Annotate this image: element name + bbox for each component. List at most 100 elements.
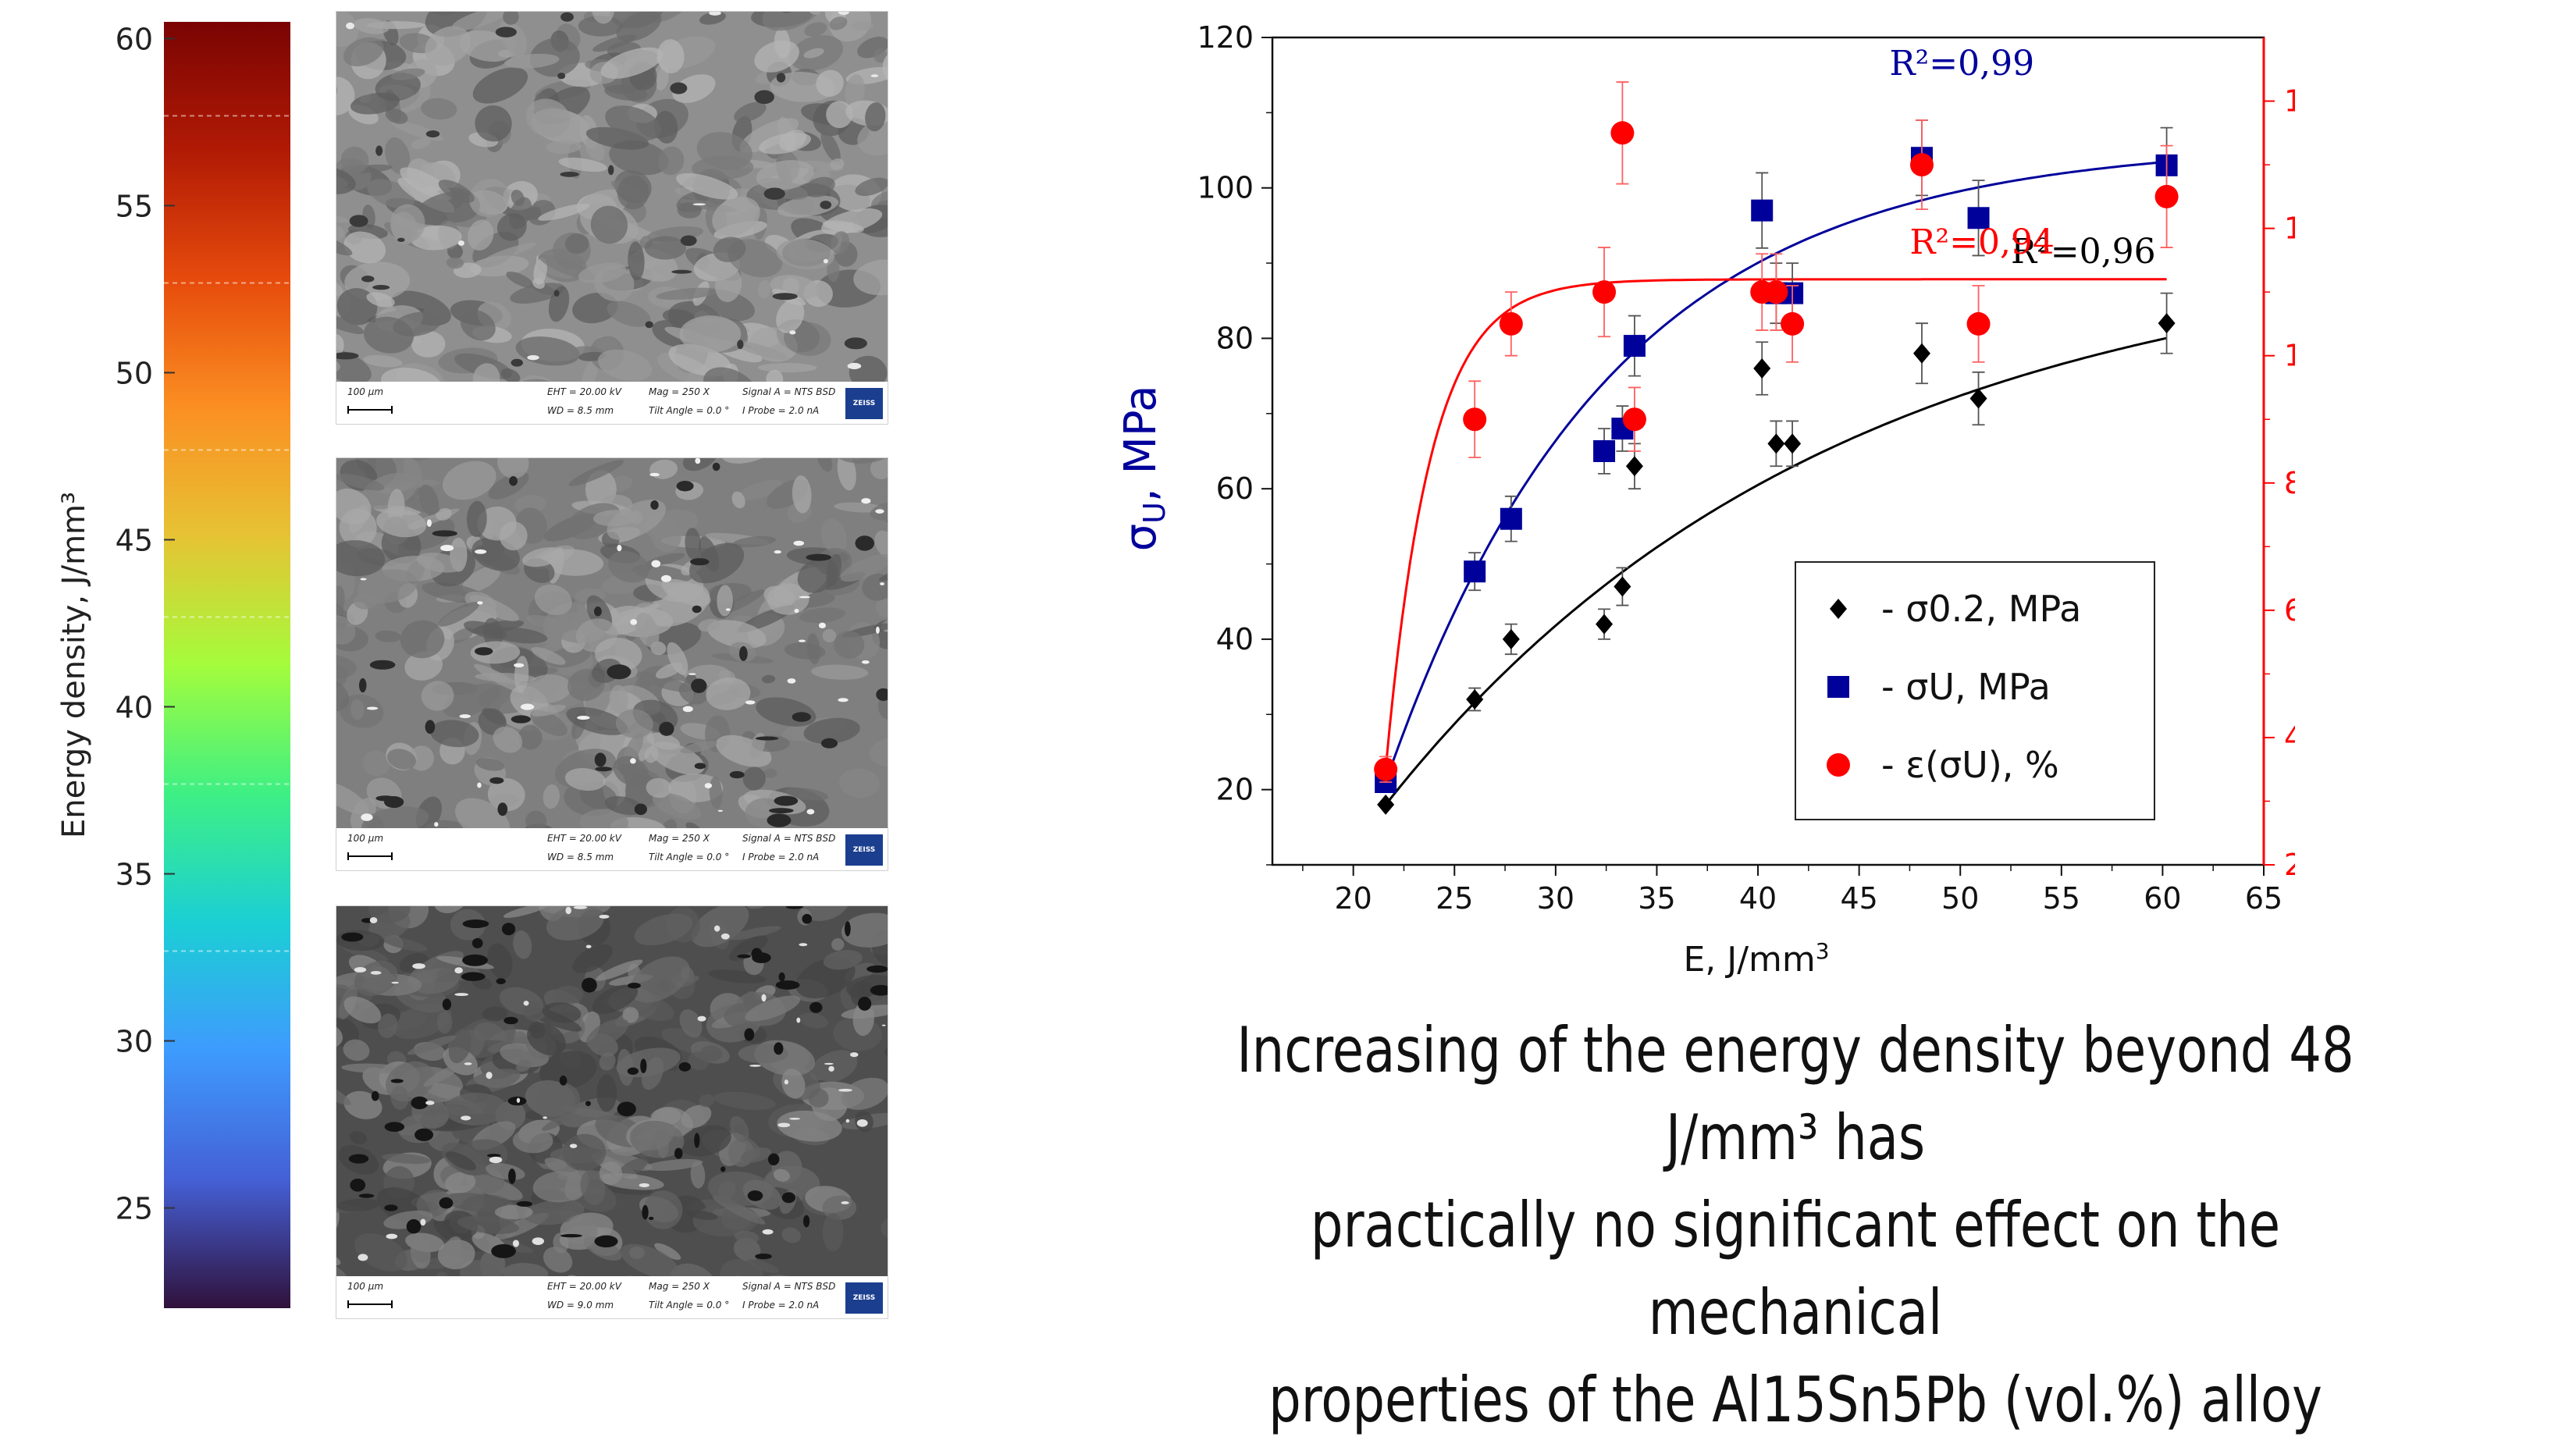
y-axis-label-left: σU, MPa: [1115, 386, 1172, 552]
sem-bright-phase: [425, 1101, 435, 1104]
sem-pore: [517, 1201, 532, 1207]
sem-pore: [674, 1148, 682, 1159]
data-point-epsilon: [1781, 312, 1804, 336]
sem-bright-phase: [763, 1229, 774, 1235]
sem-pore: [720, 1166, 725, 1172]
y-left-tick-label: 100: [1197, 171, 1254, 205]
sem-pore: [730, 771, 745, 778]
x-tick-label: 30: [1537, 881, 1574, 916]
data-point-sigmaU: [1624, 335, 1646, 357]
sem-pore: [767, 813, 791, 827]
data-point-epsilon: [1967, 312, 1991, 336]
sem-pore: [777, 73, 785, 82]
r-squared-label: R²=0,99: [1890, 44, 2035, 84]
sem-pore: [774, 1042, 783, 1055]
sem-pore: [491, 1244, 516, 1258]
sem-pore: [502, 923, 515, 935]
eht-value: EHT = 20.00 kV: [547, 833, 621, 844]
sem-micrograph-3: 100 µm EHT = 20.00 kV WD = 9.0 mm Mag = …: [336, 905, 888, 1319]
y-left-tick-label: 60: [1216, 471, 1254, 506]
sem-pore: [773, 293, 798, 300]
sem-bright-phase: [698, 1016, 706, 1022]
x-tick-label: 55: [2043, 881, 2080, 916]
sem-bright-phase: [599, 915, 609, 919]
sem-grain: [495, 1205, 533, 1219]
sem-pore: [497, 802, 507, 816]
sem-pore: [496, 27, 517, 37]
x-tick-label: 40: [1739, 881, 1777, 916]
sem-pore: [608, 165, 614, 176]
sem-bright-phase: [514, 663, 524, 667]
sem-pore: [635, 804, 647, 816]
sem-bright-phase: [367, 706, 378, 710]
sem-bright-phase: [721, 934, 730, 940]
sem-bright-phase: [630, 758, 636, 763]
x-tick-label: 45: [1840, 881, 1877, 916]
sem-info-bar: 100 µm EHT = 20.00 kV WD = 8.5 mm Mag = …: [336, 382, 888, 424]
sem-pore: [385, 1122, 404, 1132]
data-point-sigma02: [1626, 456, 1643, 476]
sem-pore: [384, 1204, 397, 1211]
x-tick-label: 60: [2144, 881, 2181, 916]
sem-pore: [582, 978, 597, 993]
sem-pore: [692, 606, 702, 614]
data-point-epsilon: [1623, 407, 1646, 431]
sem-bright-phase: [346, 23, 354, 30]
sem-bright-phase: [692, 203, 706, 205]
sem-pore: [695, 763, 706, 769]
sem-bright-phase: [651, 560, 660, 567]
sem-bright-phase: [649, 473, 659, 476]
colorbar-tick-label: 25: [116, 1192, 153, 1226]
sem-pore: [361, 276, 375, 282]
legend-marker: [1827, 753, 1850, 777]
sem-pore: [463, 919, 489, 928]
scale-bar-label: 100 µm: [347, 833, 383, 844]
sem-pore: [764, 187, 785, 199]
sem-info-bar: 100 µm EHT = 20.00 kV WD = 9.0 mm Mag = …: [336, 1276, 888, 1318]
sem-bright-phase: [796, 1018, 800, 1023]
wd-value: WD = 8.5 mm: [547, 405, 614, 416]
sem-bright-phase: [486, 1072, 493, 1079]
sem-bright-phase: [630, 619, 637, 625]
sem-bright-phase: [787, 678, 795, 684]
sem-bright-phase: [639, 1183, 649, 1187]
sem-bright-phase: [714, 926, 720, 932]
sem-pore: [737, 340, 743, 349]
wd-value: WD = 8.5 mm: [547, 852, 614, 862]
eht-value: EHT = 20.00 kV: [547, 1281, 621, 1292]
sem-bright-phase: [857, 1119, 868, 1127]
sem-pore: [802, 914, 812, 924]
x-tick-label: 65: [2245, 881, 2282, 916]
sem-pore: [748, 1190, 763, 1201]
data-point-epsilon: [1500, 312, 1523, 336]
sem-bright-phase: [718, 810, 723, 812]
sem-pore: [649, 1217, 653, 1220]
sem-bright-phase: [848, 363, 862, 369]
sem-bright-phase: [521, 703, 534, 710]
mechanical-properties-chart: 2025303540455055606520406080100120246810…: [1046, 0, 2295, 1015]
sem-bright-phase: [440, 545, 454, 551]
sem-pore: [628, 1068, 639, 1075]
sem-pore: [375, 146, 382, 156]
sem-bright-phase: [477, 782, 481, 788]
conclusion-line: Increasing of the energy density beyond …: [1168, 1007, 2422, 1182]
sem-pore: [560, 1076, 568, 1086]
sem-pore: [461, 972, 486, 980]
sem-pore: [341, 933, 363, 942]
sem-bright-phase: [777, 1122, 790, 1127]
sem-texture: [336, 458, 888, 828]
sem-pore: [671, 270, 692, 274]
data-point-sigma02: [1503, 629, 1520, 649]
sem-pore: [511, 715, 531, 723]
sem-bright-phase: [358, 1254, 368, 1261]
sem-pore: [617, 1101, 636, 1116]
sem-pore: [640, 1058, 646, 1073]
sem-pore: [855, 535, 873, 551]
data-point-sigma02: [1466, 689, 1483, 710]
sem-texture: [336, 906, 888, 1276]
sem-pore: [508, 1168, 516, 1184]
y-left-tick-label: 120: [1197, 20, 1254, 55]
scale-bar: [347, 1300, 393, 1309]
sem-pore: [397, 238, 405, 242]
y-left-tick-label: 20: [1216, 773, 1254, 807]
